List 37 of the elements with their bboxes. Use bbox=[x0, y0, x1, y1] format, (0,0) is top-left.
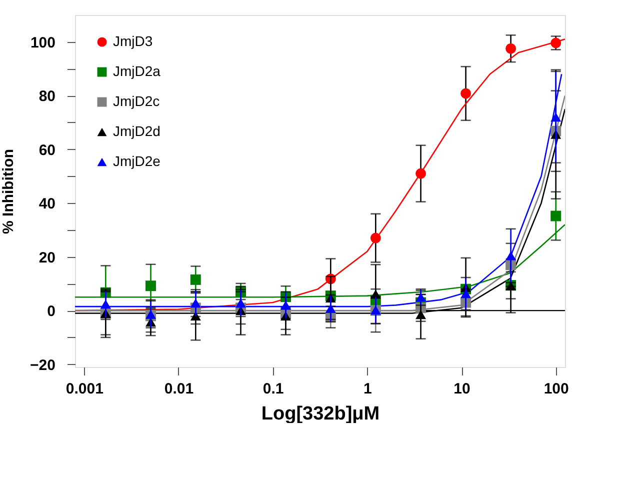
point bbox=[416, 310, 426, 320]
point bbox=[370, 232, 381, 244]
x-tick-label: 10 bbox=[454, 380, 470, 398]
legend-label: JmjD2c bbox=[113, 93, 160, 109]
y-tick-label: −20 bbox=[30, 356, 56, 374]
point bbox=[550, 112, 562, 122]
point bbox=[145, 280, 156, 292]
y-tick-label: 0 bbox=[47, 303, 56, 320]
x-tick-label: 100 bbox=[544, 380, 569, 398]
point bbox=[460, 289, 472, 298]
x-tick-label: 0.01 bbox=[164, 380, 194, 398]
point bbox=[416, 168, 426, 179]
y-axis-title: % Inhibition bbox=[0, 149, 18, 234]
point bbox=[460, 88, 472, 99]
y-tick-label: 60 bbox=[38, 142, 56, 159]
y-tick-label: 80 bbox=[38, 88, 56, 106]
x-tick-label: 0.1 bbox=[262, 380, 284, 398]
point bbox=[416, 292, 426, 302]
legend-label: JmjD2d bbox=[113, 123, 160, 139]
point bbox=[236, 298, 246, 308]
point bbox=[190, 298, 201, 308]
point bbox=[190, 274, 201, 285]
y-tick-label: 100 bbox=[30, 34, 56, 52]
legend-label: JmjD3 bbox=[113, 33, 153, 49]
y-tick-label: 40 bbox=[38, 196, 56, 213]
point bbox=[280, 300, 291, 310]
point bbox=[325, 304, 336, 313]
point bbox=[506, 43, 516, 54]
point bbox=[550, 210, 562, 222]
legend-label: JmjD2a bbox=[113, 63, 161, 79]
x-tick-label: 0.001 bbox=[66, 380, 104, 398]
legend-label: JmjD2e bbox=[113, 153, 161, 169]
point bbox=[506, 251, 516, 260]
y-tick-label: 20 bbox=[38, 249, 56, 266]
x-tick-label: 1 bbox=[364, 380, 372, 398]
point bbox=[145, 310, 156, 319]
point bbox=[100, 300, 111, 309]
